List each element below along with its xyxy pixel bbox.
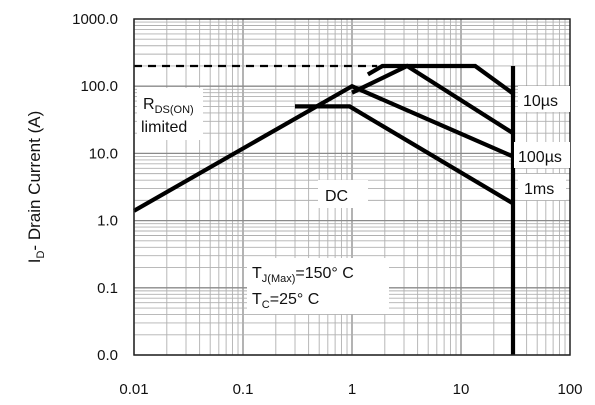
curves bbox=[132, 63, 516, 355]
tj-label: TJ(Max)=150° C bbox=[252, 265, 354, 285]
dc-label: DC bbox=[325, 188, 348, 205]
y-tick-label: 10.0 bbox=[89, 145, 118, 162]
10us-label-bg bbox=[518, 86, 570, 112]
y-axis-label: ID- Drain Current (A) bbox=[25, 111, 47, 264]
x-tick-label: 100 bbox=[557, 381, 582, 398]
y-tick-label: 100.0 bbox=[80, 78, 118, 95]
series-100us-line bbox=[351, 63, 515, 135]
plot-frame bbox=[133, 18, 571, 356]
x-tick-labels: 0.01 0.1 1 10 100 bbox=[119, 381, 582, 398]
rds-on-label: RDS(ON) bbox=[143, 96, 194, 116]
dc-label-bg bbox=[318, 180, 368, 208]
y-tick-label: 1.0 bbox=[97, 213, 118, 230]
rds-limited-label: limited bbox=[141, 119, 187, 136]
x-tick-label: 1 bbox=[348, 381, 356, 398]
y-tick-labels: 0.0 0.1 1.0 10.0 100.0 1000.0 bbox=[72, 11, 118, 364]
x-tick-label: 0.01 bbox=[119, 381, 148, 398]
x-tick-label: 0.1 bbox=[233, 381, 254, 398]
100us-label: 100µs bbox=[518, 149, 562, 166]
100us-label-bg bbox=[514, 142, 570, 168]
tj-label-bg bbox=[247, 258, 389, 314]
series-1ms-line bbox=[132, 83, 514, 213]
10us-label: 10µs bbox=[523, 93, 558, 110]
x-tick-label: 10 bbox=[453, 381, 470, 398]
series-dc-line bbox=[295, 104, 515, 206]
y-tick-label: 0.1 bbox=[97, 280, 118, 297]
tc-label: TC=25° C bbox=[252, 291, 319, 311]
rds-label-bg bbox=[137, 88, 203, 140]
1ms-label: 1ms bbox=[524, 181, 554, 198]
y-tick-label: 1000.0 bbox=[72, 11, 118, 28]
y-tick-label: 0.0 bbox=[97, 347, 118, 364]
1ms-label-bg bbox=[518, 174, 566, 200]
